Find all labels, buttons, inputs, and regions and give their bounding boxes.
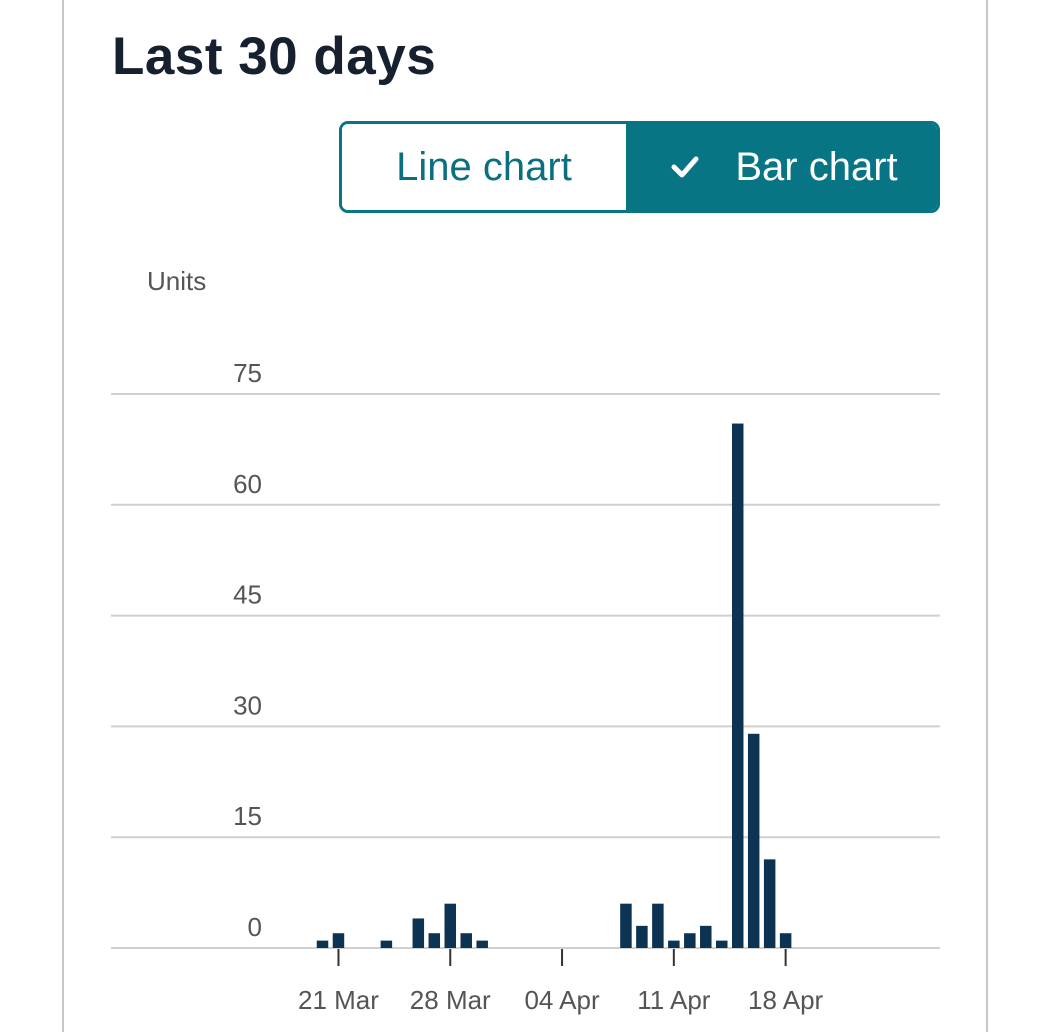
card-border-left [62, 0, 64, 1032]
y-tick-label: 45 [233, 580, 262, 610]
x-tick-label: 28 Mar [410, 985, 491, 1015]
bar [700, 925, 712, 948]
x-tick-label: 18 Apr [748, 985, 824, 1015]
bar [412, 918, 425, 948]
bar [460, 933, 472, 948]
bar [380, 940, 393, 948]
y-tick-label: 75 [233, 358, 262, 388]
page-title: Last 30 days [112, 27, 437, 86]
check-icon [671, 156, 699, 178]
bar-chart-label: Bar chart [735, 144, 898, 189]
y-tick-label: 60 [233, 469, 262, 499]
bar [763, 859, 776, 948]
line-chart-button[interactable]: Line chart [342, 124, 626, 210]
bar [668, 940, 680, 948]
bar [684, 933, 696, 948]
bar-chart-button[interactable]: Bar chart [626, 124, 937, 210]
bar [620, 903, 632, 948]
line-chart-label: Line chart [396, 144, 572, 189]
x-tick-label: 21 Mar [298, 985, 379, 1015]
card-border-right [986, 0, 988, 1032]
x-tick-label: 04 Apr [524, 985, 600, 1015]
bar [444, 903, 457, 948]
x-tick-label: 11 Apr [637, 985, 711, 1015]
bar [316, 940, 329, 948]
bar [716, 940, 728, 948]
bar [476, 940, 488, 948]
bar [747, 733, 760, 948]
bar [428, 933, 441, 948]
chart-type-toggle: Line chart Bar chart [339, 121, 940, 213]
bar [731, 423, 744, 949]
bar [332, 933, 345, 948]
y-tick-label: 0 [248, 912, 262, 942]
bar [779, 933, 792, 948]
bar [636, 925, 648, 948]
y-tick-label: 15 [233, 801, 262, 831]
bar [652, 903, 664, 948]
y-tick-label: 30 [233, 690, 262, 720]
y-axis-label: Units [147, 266, 206, 296]
